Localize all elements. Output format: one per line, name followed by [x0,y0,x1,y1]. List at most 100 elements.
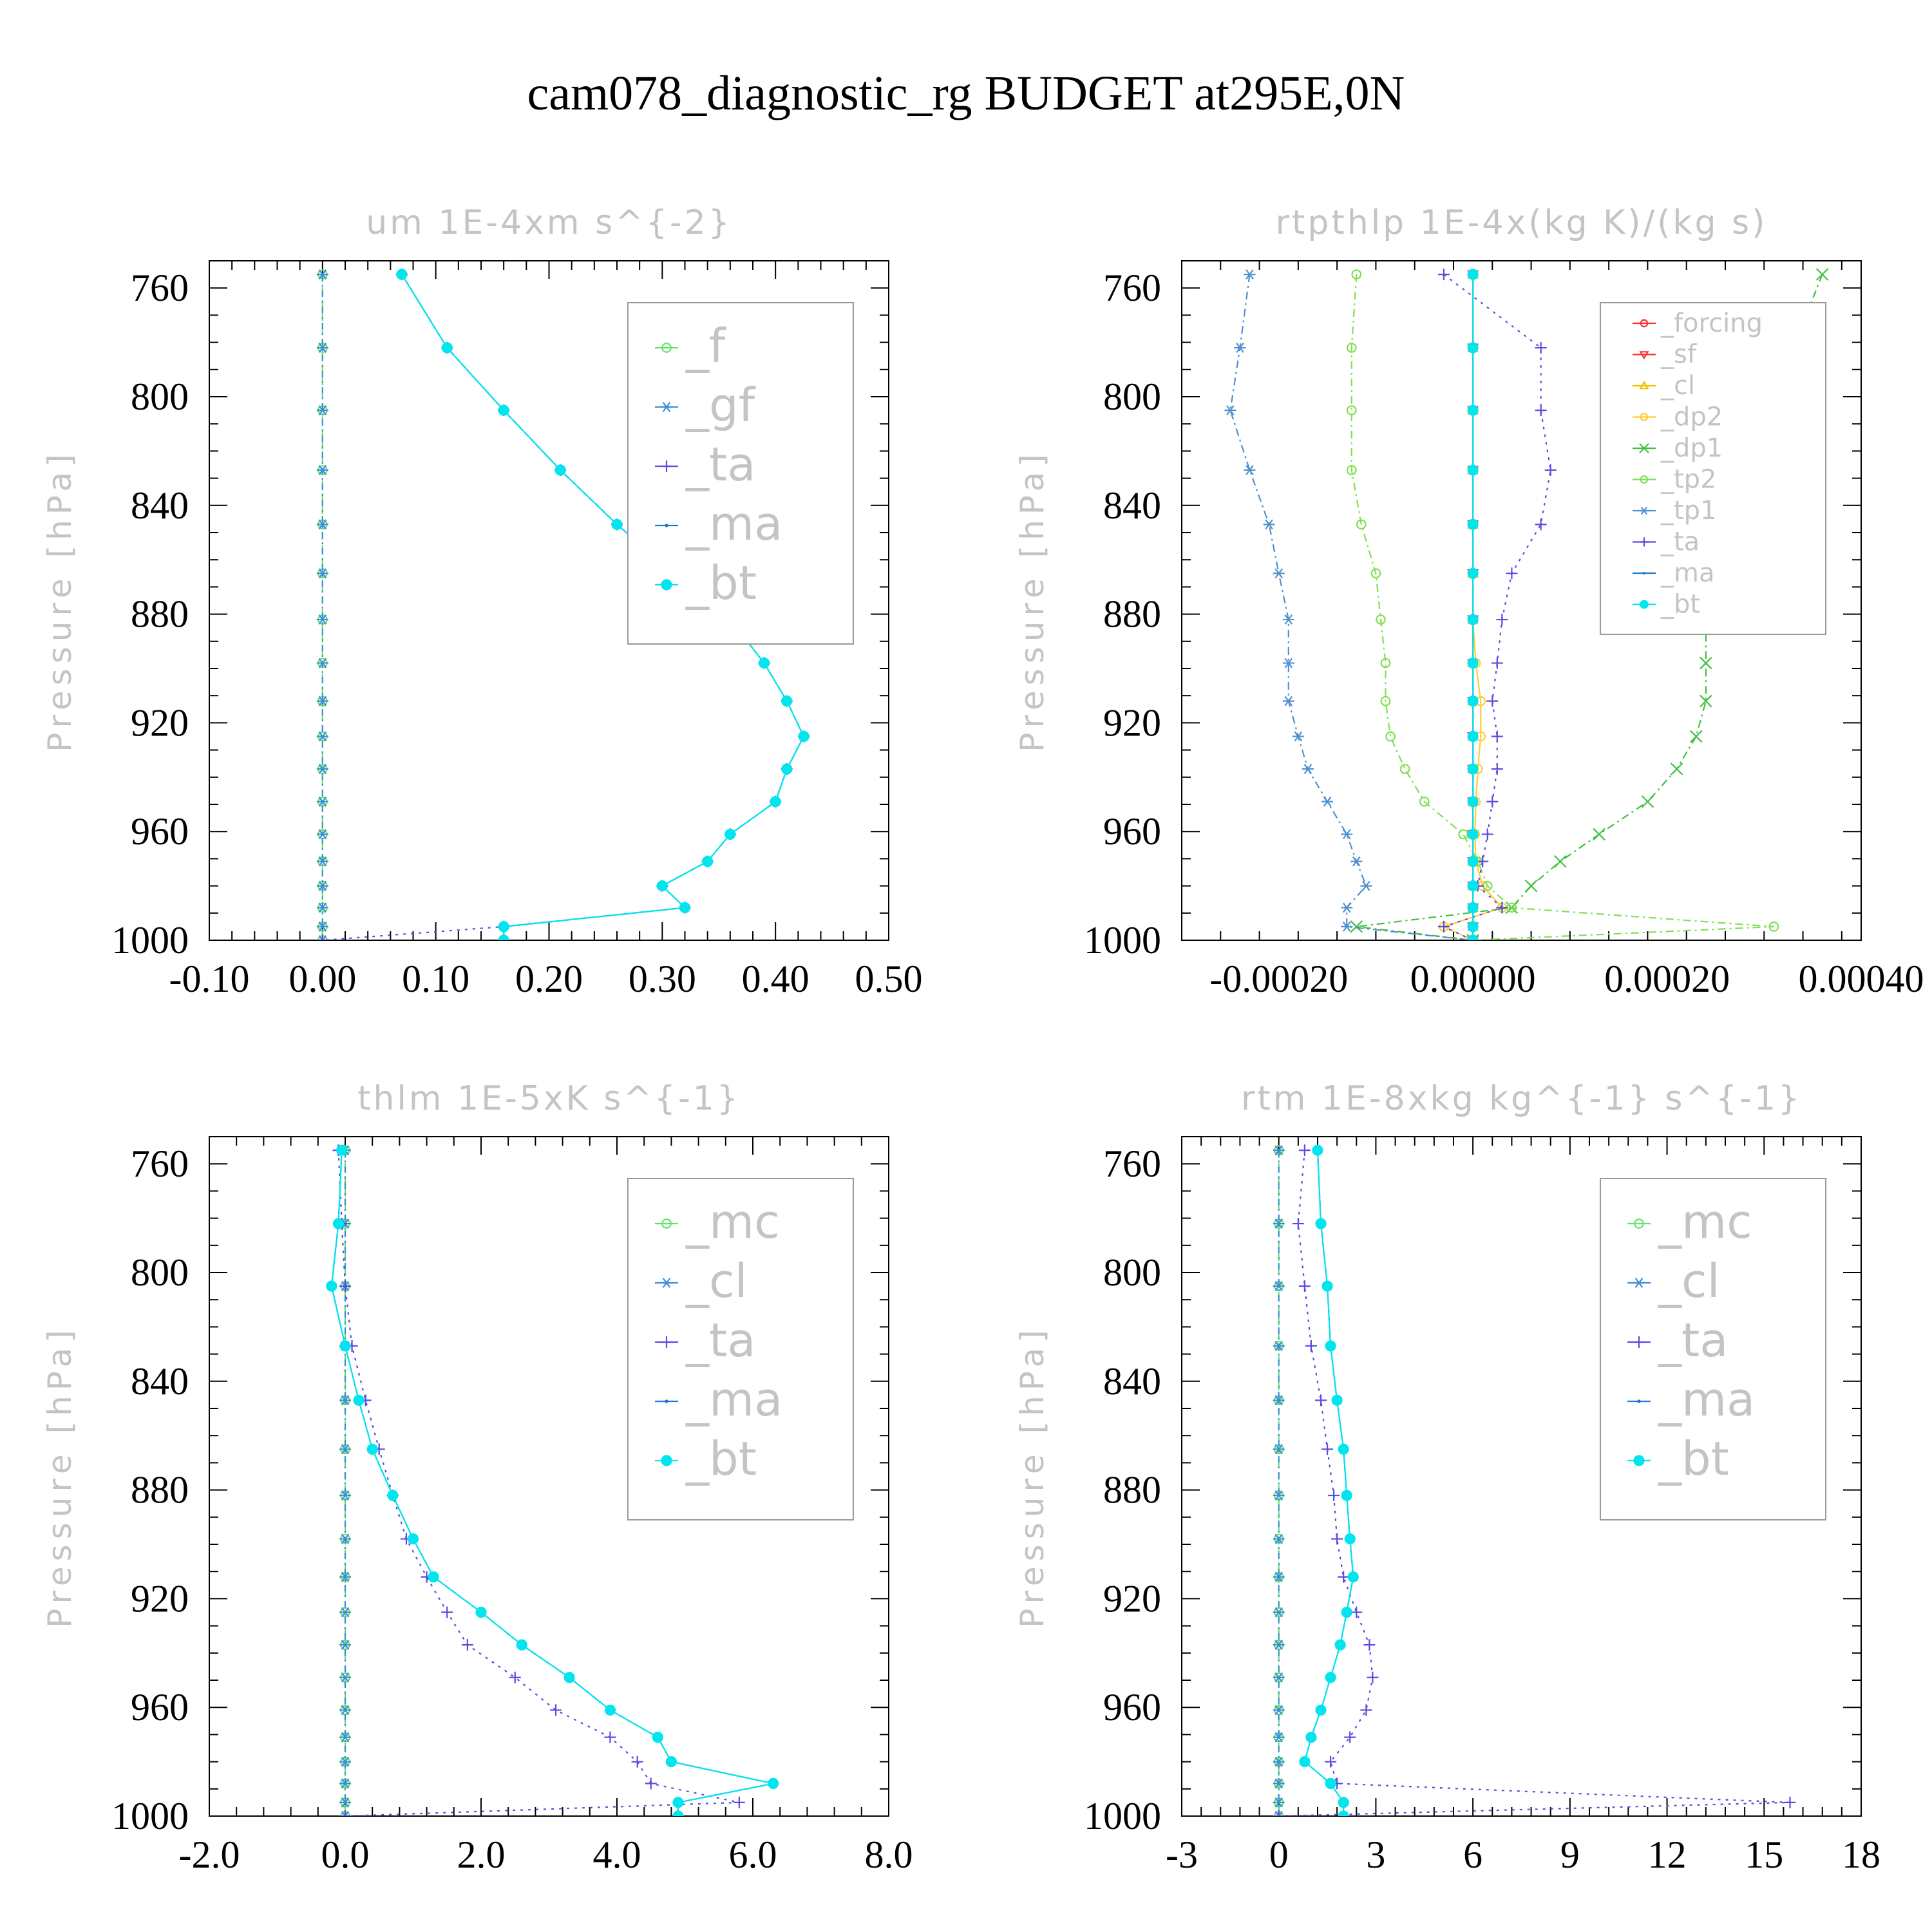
data-point [564,1672,575,1683]
x-tick-label: -2.0 [179,1833,240,1876]
data-point [1273,1672,1285,1683]
x-tick-label: -0.00020 [1209,958,1348,1000]
y-tick-label: 880 [1103,593,1161,636]
legend-label: _ta [685,437,755,491]
legend-marker [1640,506,1649,515]
data-point [1344,1731,1356,1743]
data-point [1273,1341,1285,1351]
data-point [1224,405,1236,415]
data-point [339,1280,351,1293]
data-point [1477,855,1489,867]
data-point [604,1704,616,1716]
data-point [1347,1571,1359,1583]
data-point [770,796,781,808]
legend-label: _ta [1660,527,1700,557]
data-point [1328,1490,1340,1502]
legend-label: _dp1 [1660,433,1723,463]
legend-marker [1639,443,1649,453]
series-line [1229,274,1473,940]
legend-label: _sf [1660,340,1697,370]
series-line [1350,274,1774,940]
legend-marker [1637,1399,1641,1403]
legend-label: _forcing [1660,308,1763,338]
data-point [1344,1533,1356,1545]
data-point [1496,614,1508,626]
data-point [316,405,328,415]
chart-panel: rtpthlp 1E-4x(kg K)/(kg s) Pressure [hPa]… [1014,204,1924,1000]
data-point [1486,795,1499,808]
y-axis-label: Pressure [hPa] [41,449,79,752]
legend-label: _tp2 [1660,465,1717,495]
legend-label: _bt [1660,590,1700,620]
y-tick-label: 760 [131,267,189,309]
data-point [1273,1533,1285,1544]
y-tick-label: 960 [1103,1686,1161,1728]
data-point [1467,730,1479,743]
legend-marker [665,524,668,527]
data-point [339,1810,351,1816]
y-tick-label: 880 [131,1469,189,1511]
series-group [316,269,810,940]
series-line [1303,1150,1354,1816]
data-point [339,1533,351,1544]
data-point [1338,1443,1349,1455]
data-point [1360,1704,1372,1716]
x-tick-label: 3 [1366,1833,1385,1876]
data-point [1351,269,1362,279]
data-point [672,1797,684,1808]
data-point [1273,568,1285,579]
data-point [758,657,770,669]
data-point [339,1444,351,1455]
data-point [1305,1340,1317,1352]
chart-panel: rtm 1E-8xkg kg^{-1} s^{-1} Pressure [hPa]… [1014,1079,1880,1876]
data-point [1700,694,1712,708]
data-point [781,696,793,707]
legend-label: _cl [685,1254,748,1308]
data-point [332,1218,345,1229]
data-point [645,1777,657,1790]
legend: _forcing_sf_cl_dp2_dp1_tp2_tp1_ta_ma_bt [1600,302,1826,635]
x-tick-label: 0.10 [402,958,469,1000]
data-point [1321,796,1334,807]
data-point [1467,404,1479,416]
data-point [1554,855,1567,868]
x-tick-label: -0.10 [169,958,250,1000]
data-point [1690,730,1703,743]
data-point [441,1606,453,1618]
data-point [1376,614,1386,625]
data-point [316,343,328,353]
data-point [1244,465,1256,475]
y-tick-label: 920 [131,1577,189,1620]
data-point [441,342,453,354]
x-tick-label: 0.20 [515,958,583,1000]
data-point [1292,731,1304,742]
data-point [1341,1490,1352,1501]
x-tick-label: 6 [1463,1833,1482,1876]
data-point [1467,934,1479,940]
legend-label: _ma [1660,558,1714,588]
data-point [611,518,623,530]
data-point [1380,658,1391,668]
legend-marker [661,343,672,353]
legend-marker [661,1218,672,1229]
data-point [1273,1810,1285,1816]
data-point [316,519,328,530]
series-line [330,1150,773,1816]
data-point [498,934,509,940]
data-point [1273,1571,1285,1582]
data-point [1325,1777,1336,1789]
data-point [1641,795,1654,808]
data-point [672,1810,684,1816]
data-point [1298,1280,1311,1293]
legend-label: _bt [685,1432,757,1486]
legend-label: _ma [685,1372,782,1426]
data-point [339,1340,351,1352]
data-point [1467,518,1479,530]
data-point [336,1144,348,1156]
data-point [554,464,566,476]
data-point [1815,268,1829,281]
data-point [316,934,328,940]
y-tick-label: 1000 [1084,1795,1161,1837]
y-tick-label: 840 [131,484,189,527]
